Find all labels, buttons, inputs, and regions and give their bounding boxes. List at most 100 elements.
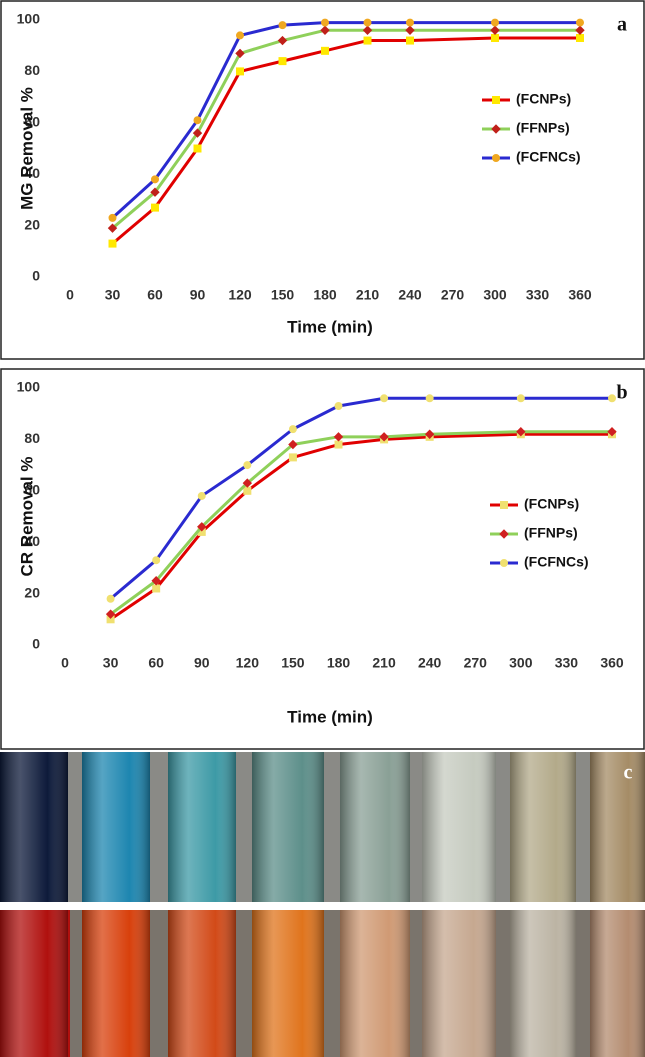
legend-label: (FCNPs) xyxy=(524,496,579,512)
marker xyxy=(425,394,434,403)
marker xyxy=(152,556,161,565)
marker xyxy=(235,48,245,59)
legend-label: (FFNPs) xyxy=(516,120,570,136)
marker xyxy=(406,18,414,27)
x-tick-label: 330 xyxy=(555,655,579,671)
x-axis-title: Time (min) xyxy=(287,317,373,336)
y-tick-label: 20 xyxy=(24,584,40,600)
marker xyxy=(288,439,298,450)
marker xyxy=(424,429,435,439)
marker xyxy=(150,187,160,197)
marker xyxy=(152,584,161,593)
marker xyxy=(607,426,617,437)
marker xyxy=(362,25,373,35)
x-axis-title: Time (min) xyxy=(287,707,373,726)
x-tick-label: 90 xyxy=(190,287,206,303)
x-tick-label: 210 xyxy=(356,287,380,303)
x-tick-label: 180 xyxy=(313,287,337,303)
y-tick-label: 0 xyxy=(32,636,40,652)
series-line xyxy=(109,396,612,600)
marker xyxy=(151,576,161,586)
series-line xyxy=(111,21,580,220)
marker xyxy=(491,124,501,134)
marker xyxy=(242,478,253,488)
marker xyxy=(499,529,509,539)
y-axis-title: CR Removal % xyxy=(17,457,36,577)
marker xyxy=(491,18,499,27)
x-tick-label: 180 xyxy=(327,655,351,671)
marker xyxy=(288,425,297,434)
marker xyxy=(333,432,344,442)
x-tick-label: 120 xyxy=(228,287,252,303)
y-tick-label: 100 xyxy=(17,379,41,395)
panel-label: b xyxy=(616,382,627,404)
marker xyxy=(516,426,526,437)
marker xyxy=(243,461,252,470)
marker xyxy=(575,25,585,35)
marker xyxy=(405,25,415,35)
marker xyxy=(108,239,117,248)
marker xyxy=(492,154,500,162)
y-tick-label: 40 xyxy=(24,533,40,549)
x-tick-label: 270 xyxy=(464,655,488,671)
x-tick-label: 120 xyxy=(236,655,260,671)
series-line xyxy=(111,36,580,245)
x-tick-label: 0 xyxy=(61,655,69,671)
marker xyxy=(491,33,499,42)
x-tick-label: 300 xyxy=(509,655,533,671)
marker xyxy=(197,522,207,532)
y-tick-label: 0 xyxy=(32,268,40,284)
x-tick-label: 240 xyxy=(418,655,442,671)
x-tick-label: 30 xyxy=(103,655,119,671)
y-tick-label: 80 xyxy=(24,430,40,446)
legend-label: (FCFNCs) xyxy=(524,554,589,570)
y-tick-label: 20 xyxy=(24,216,40,232)
marker xyxy=(193,144,202,153)
x-tick-label: 330 xyxy=(526,287,550,303)
marker xyxy=(321,46,329,55)
marker xyxy=(236,67,244,76)
y-tick-label: 40 xyxy=(24,165,40,181)
frame xyxy=(0,368,645,750)
marker xyxy=(288,453,297,462)
x-tick-label: 30 xyxy=(105,287,121,303)
x-tick-label: 60 xyxy=(147,287,163,303)
marker xyxy=(576,33,584,42)
x-tick-label: 300 xyxy=(483,287,507,303)
marker xyxy=(406,36,414,45)
legend-label: (FCFNCs) xyxy=(516,149,581,165)
marker xyxy=(500,559,508,567)
y-tick-label: 60 xyxy=(24,114,40,130)
series-line xyxy=(109,432,612,621)
marker xyxy=(236,31,244,40)
y-tick-label: 80 xyxy=(24,62,40,78)
marker xyxy=(106,594,115,603)
photo: c xyxy=(0,752,645,1057)
marker xyxy=(243,486,252,495)
y-tick-label: 60 xyxy=(24,482,40,498)
x-tick-label: 150 xyxy=(281,655,305,671)
marker xyxy=(363,18,372,27)
marker xyxy=(380,394,389,403)
series-line xyxy=(111,28,580,230)
marker xyxy=(197,491,206,500)
marker xyxy=(108,213,117,222)
panel-label: c xyxy=(624,762,633,784)
marker xyxy=(278,21,287,30)
frame xyxy=(0,0,645,360)
marker xyxy=(193,116,202,125)
chart-b: 0 20 40 60 80 100 0 30 60 90 120 150 180 210 240 270 300… xyxy=(0,368,645,750)
marker xyxy=(151,175,159,184)
y-axis-title: MG Removal % xyxy=(17,87,36,210)
chart-a: 0 20 40 60 80 100 0 30 60 90 120 150 180 210 240 270 300… xyxy=(0,0,645,360)
marker xyxy=(363,36,372,45)
panel-label: a xyxy=(617,14,627,36)
y-tick-label: 100 xyxy=(17,11,41,27)
marker xyxy=(334,440,343,449)
marker xyxy=(516,394,525,403)
marker xyxy=(334,401,343,410)
marker xyxy=(320,25,330,35)
legend-label: (FFNPs) xyxy=(524,525,578,541)
marker xyxy=(105,609,116,619)
x-tick-label: 210 xyxy=(372,655,396,671)
